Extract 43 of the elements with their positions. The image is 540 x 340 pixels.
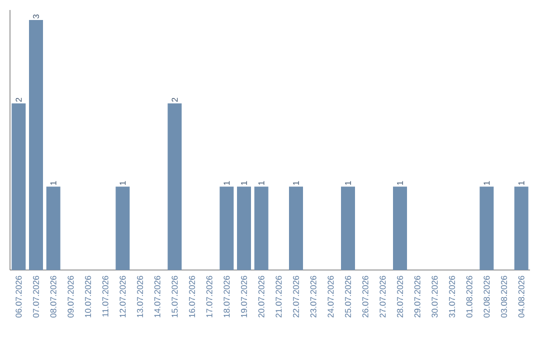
x-tick-label: 16.07.2026	[189, 276, 195, 318]
data-label: 3	[33, 14, 39, 18]
x-tick-label: 21.07.2026	[276, 276, 282, 318]
data-label: 1	[224, 181, 230, 185]
data-label: 1	[50, 181, 56, 185]
x-tick-label: 11.07.2026	[102, 276, 108, 317]
x-tick-label: 31.07.2026	[449, 276, 455, 318]
x-tick-label: 30.07.2026	[432, 276, 438, 318]
data-label: 2	[16, 98, 22, 102]
x-tick-label: 20.07.2026	[258, 276, 264, 318]
x-tick-label: 25.07.2026	[345, 276, 351, 318]
x-tick-label: 08.07.2026	[50, 276, 56, 318]
x-tick-label: 15.07.2026	[172, 276, 178, 318]
x-tick-label: 18.07.2026	[224, 276, 230, 318]
x-tick-label: 29.07.2026	[414, 276, 420, 318]
x-tick-label: 01.08.2026	[466, 276, 472, 318]
x-tick-label: 10.07.2026	[85, 276, 91, 318]
x-tick-label: 26.07.2026	[362, 276, 368, 318]
data-label: 1	[258, 181, 264, 185]
x-tick-label: 27.07.2026	[380, 276, 386, 318]
data-label: 1	[241, 181, 247, 185]
data-label: 1	[397, 181, 403, 185]
data-label: 1	[120, 181, 126, 185]
x-tick-label: 19.07.2026	[241, 276, 247, 318]
x-tick-label: 14.07.2026	[154, 276, 160, 318]
x-tick-label: 13.07.2026	[137, 276, 143, 318]
x-tick-label: 06.07.2026	[16, 276, 22, 318]
x-tick-label: 04.08.2026	[518, 276, 524, 318]
x-tick-label: 23.07.2026	[310, 276, 316, 318]
x-tick-label: 17.07.2026	[206, 276, 212, 318]
data-label: 2	[172, 98, 178, 102]
x-tick-label: 09.07.2026	[68, 276, 74, 318]
data-label: 1	[345, 181, 351, 185]
data-label: 1	[518, 181, 524, 185]
x-tick-label: 12.07.2026	[120, 276, 126, 318]
x-tick-label: 07.07.2026	[33, 276, 39, 318]
data-label: 1	[293, 181, 299, 185]
x-tick-label: 22.07.2026	[293, 276, 299, 318]
data-label: 1	[484, 181, 490, 185]
x-tick-label: 24.07.2026	[328, 276, 334, 318]
x-tick-label: 28.07.2026	[397, 276, 403, 318]
x-tick-label: 03.08.2026	[501, 276, 507, 318]
x-tick-label: 02.08.2026	[484, 276, 490, 318]
